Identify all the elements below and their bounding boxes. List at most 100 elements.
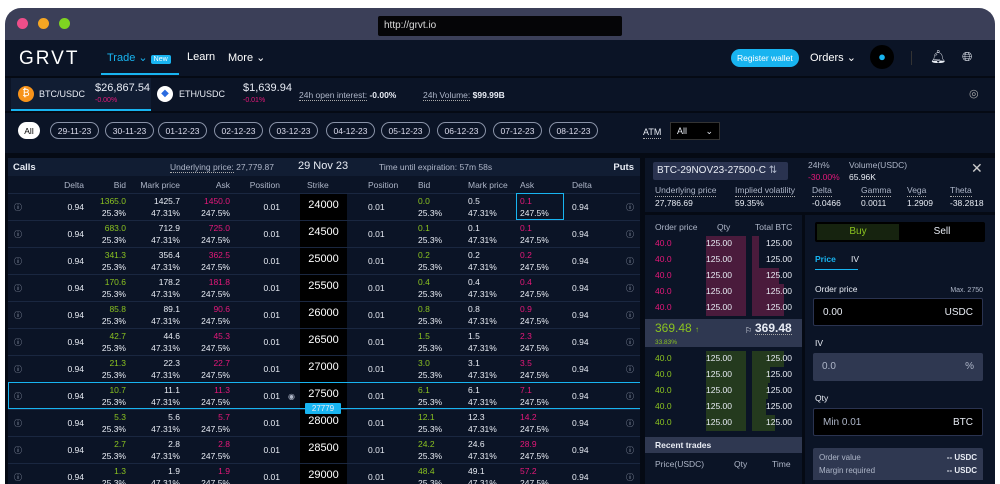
put-mark[interactable]: 24.6 bbox=[468, 439, 485, 449]
call-ask[interactable]: 2.8 bbox=[218, 439, 230, 449]
iv-input[interactable]: 0.0% bbox=[813, 353, 983, 381]
call-bid[interactable]: 21.3 bbox=[109, 358, 126, 368]
info-icon[interactable]: ⓘ bbox=[626, 446, 634, 455]
info-icon[interactable]: ⓘ bbox=[14, 419, 22, 428]
call-bid[interactable]: 1365.0 bbox=[100, 196, 126, 206]
call-ask[interactable]: 1450.0 bbox=[204, 196, 230, 206]
maximize-window-button[interactable] bbox=[59, 18, 70, 29]
table-row[interactable]: ⓘ 0.94 21.3 25.3% 22.3 47.31% 22.7 247.5% 0.01 27… bbox=[8, 355, 640, 382]
put-bid[interactable]: 0.4 bbox=[418, 277, 430, 287]
call-mark[interactable]: 5.6 bbox=[168, 412, 180, 422]
info-icon[interactable]: ⓘ bbox=[626, 392, 634, 401]
ticker-eth[interactable]: ◆ ETH/USDC $1,639.94 -0.01% bbox=[151, 78, 292, 111]
order-price-input[interactable]: 0.00 USDC bbox=[813, 298, 983, 326]
info-icon[interactable]: ⓘ bbox=[626, 311, 634, 320]
put-ask[interactable]: 0.1 bbox=[520, 223, 532, 233]
put-bid[interactable]: 0.2 bbox=[418, 250, 430, 260]
bids-price[interactable]: 40.0 bbox=[655, 417, 672, 427]
asks-price[interactable]: 40.0 bbox=[655, 238, 672, 248]
put-mark[interactable]: 0.5 bbox=[468, 196, 480, 206]
put-ask[interactable]: 3.5 bbox=[520, 358, 532, 368]
call-ask[interactable]: 725.0 bbox=[208, 223, 230, 233]
info-icon[interactable]: ⓘ bbox=[14, 473, 22, 482]
put-bid[interactable]: 0.1 bbox=[418, 223, 430, 233]
info-icon[interactable]: ⓘ bbox=[14, 338, 22, 347]
call-bid[interactable]: 2.7 bbox=[114, 439, 126, 449]
table-row[interactable]: ⓘ 0.94 170.6 25.3% 178.2 47.31% 181.8 247.5% 0.0… bbox=[8, 274, 640, 301]
put-bid[interactable]: 0.8 bbox=[418, 304, 430, 314]
contract-selector[interactable]: BTC-29NOV23-27500-C ⇅ bbox=[653, 162, 788, 180]
call-mark[interactable]: 11.1 bbox=[164, 385, 180, 395]
atm-select[interactable]: All ⌄ bbox=[670, 122, 720, 140]
asks-price[interactable]: 40.0 bbox=[655, 302, 672, 312]
date-filter-06-12-23[interactable]: 06-12-23 bbox=[437, 122, 486, 139]
close-window-button[interactable] bbox=[17, 18, 28, 29]
bell-icon[interactable]: 🔔︎ bbox=[930, 49, 947, 64]
put-ask[interactable]: 2.3 bbox=[520, 331, 532, 341]
url-bar[interactable]: http://grvt.io bbox=[378, 16, 622, 36]
call-mark[interactable]: 178.2 bbox=[158, 277, 180, 287]
avatar-icon[interactable]: ● bbox=[870, 45, 894, 69]
put-bid[interactable]: 6.1 bbox=[418, 385, 430, 395]
put-ask[interactable]: 0.1 bbox=[520, 196, 532, 206]
info-icon[interactable]: ⓘ bbox=[14, 311, 22, 320]
bids-price[interactable]: 40.0 bbox=[655, 385, 672, 395]
call-bid[interactable]: 341.3 bbox=[104, 250, 126, 260]
info-icon[interactable]: ⓘ bbox=[626, 473, 634, 482]
call-mark[interactable]: 44.6 bbox=[163, 331, 180, 341]
date-filter-01-12-23[interactable]: 01-12-23 bbox=[158, 122, 207, 139]
info-icon[interactable]: ⓘ bbox=[14, 365, 22, 374]
nav-trade[interactable]: Trade ⌄ New bbox=[107, 51, 171, 64]
table-row[interactable]: ⓘ 0.94 42.7 25.3% 44.6 47.31% 45.3 247.5% 0.01 26… bbox=[8, 328, 640, 355]
info-icon[interactable]: ⓘ bbox=[626, 203, 634, 212]
put-ask[interactable]: 0.4 bbox=[520, 277, 532, 287]
minimize-window-button[interactable] bbox=[38, 18, 49, 29]
call-bid[interactable]: 683.0 bbox=[104, 223, 126, 233]
table-row[interactable]: ⓘ 0.94 2.7 25.3% 2.8 47.31% 2.8 247.5% 0.01 28500… bbox=[8, 436, 640, 463]
info-icon[interactable]: ⓘ bbox=[626, 365, 634, 374]
call-ask[interactable]: 45.3 bbox=[213, 331, 230, 341]
date-filter-all[interactable]: All bbox=[18, 122, 40, 139]
info-icon[interactable]: ⓘ bbox=[14, 203, 22, 212]
put-mark[interactable]: 1.5 bbox=[468, 331, 480, 341]
call-mark[interactable]: 1425.7 bbox=[154, 196, 180, 206]
logo[interactable]: GRVT bbox=[19, 48, 80, 69]
info-icon[interactable]: ⓘ bbox=[626, 230, 634, 239]
qty-input[interactable]: Min 0.01 BTC bbox=[813, 408, 983, 436]
table-row[interactable]: ⓘ 0.94 683.0 25.3% 712.9 47.31% 725.0 247.5% 0.0… bbox=[8, 220, 640, 247]
info-icon[interactable]: ⓘ bbox=[626, 419, 634, 428]
put-mark[interactable]: 12.3 bbox=[468, 412, 485, 422]
put-bid[interactable]: 24.2 bbox=[418, 439, 435, 449]
call-bid[interactable]: 42.7 bbox=[109, 331, 126, 341]
orders-menu[interactable]: Orders ⌄ bbox=[810, 51, 856, 64]
close-icon[interactable]: ✕ bbox=[971, 160, 983, 176]
call-ask[interactable]: 90.6 bbox=[213, 304, 230, 314]
put-mark[interactable]: 49.1 bbox=[468, 466, 485, 476]
table-row[interactable]: ⓘ 0.94 1.3 25.3% 1.9 47.31% 1.9 247.5% 0.01 29000… bbox=[8, 463, 640, 484]
put-mark[interactable]: 0.2 bbox=[468, 250, 480, 260]
call-mark[interactable]: 2.8 bbox=[168, 439, 180, 449]
info-icon[interactable]: ⓘ bbox=[626, 284, 634, 293]
date-filter-29-11-23[interactable]: 29-11-23 bbox=[50, 122, 99, 139]
bids-price[interactable]: 40.0 bbox=[655, 353, 672, 363]
info-icon[interactable]: ⓘ bbox=[14, 284, 22, 293]
put-bid[interactable]: 48.4 bbox=[418, 466, 435, 476]
asks-price[interactable]: 40.0 bbox=[655, 270, 672, 280]
call-ask[interactable]: 5.7 bbox=[218, 412, 230, 422]
bids-price[interactable]: 40.0 bbox=[655, 369, 672, 379]
position-icon[interactable]: ◉ bbox=[288, 392, 295, 401]
put-bid[interactable]: 12.1 bbox=[418, 412, 435, 422]
put-bid[interactable]: 3.0 bbox=[418, 358, 430, 368]
put-ask[interactable]: 14.2 bbox=[520, 412, 537, 422]
put-mark[interactable]: 0.4 bbox=[468, 277, 480, 287]
put-mark[interactable]: 3.1 bbox=[468, 358, 480, 368]
put-ask[interactable]: 7.1 bbox=[520, 385, 532, 395]
call-ask[interactable]: 1.9 bbox=[218, 466, 230, 476]
date-filter-03-12-23[interactable]: 03-12-23 bbox=[269, 122, 318, 139]
info-icon[interactable]: ⓘ bbox=[626, 338, 634, 347]
date-filter-02-12-23[interactable]: 02-12-23 bbox=[214, 122, 263, 139]
tab-price[interactable]: Price bbox=[815, 254, 836, 264]
call-mark[interactable]: 89.1 bbox=[163, 304, 180, 314]
info-icon[interactable]: ⓘ bbox=[626, 257, 634, 266]
table-row[interactable]: ⓘ 0.94 1365.0 25.3% 1425.7 47.31% 1450.0 247.5%… bbox=[8, 193, 640, 220]
